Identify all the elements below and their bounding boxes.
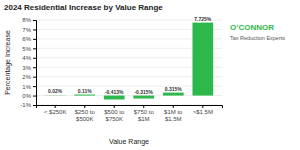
y-axis-title: Percentage Increase	[4, 30, 12, 95]
y-tick: 4%	[22, 55, 36, 61]
y-tick-mark	[33, 77, 36, 78]
bar	[163, 93, 184, 96]
y-tick-label: 1%	[22, 84, 31, 90]
data-label: 0.315%	[165, 86, 183, 92]
data-label: 0.11%	[78, 88, 92, 94]
bar	[104, 96, 125, 100]
y-tick-label: 0%	[22, 93, 31, 99]
y-tick-label: 6%	[22, 36, 31, 42]
y-tick: 3%	[22, 65, 36, 71]
y-tick: 1%	[22, 84, 36, 90]
y-tick-mark	[33, 86, 36, 87]
x-tick-label-line: $500K	[76, 116, 93, 122]
y-tick: 6%	[22, 36, 36, 42]
data-labels: 0.02% 0.11% -0.413% -0.315% 0.315% 7.725%	[48, 16, 212, 95]
x-tick: >$1.5M	[193, 105, 213, 115]
x-tick-label-line: >$1.5M	[193, 109, 213, 115]
x-tick-label: < $250K	[44, 109, 67, 115]
x-axis-line	[37, 106, 223, 109]
x-tick-mark	[114, 105, 115, 108]
y-tick-mark	[33, 58, 36, 59]
x-tick-label-line: $1.5M	[165, 116, 182, 122]
x-tick-label-line: $750K	[106, 116, 123, 122]
y-tick-mark	[33, 105, 36, 106]
bars	[45, 23, 213, 100]
y-axis: -1% 0% 1% 2% 3% 4% 5% 6% 7% 8%	[20, 17, 36, 108]
grid	[36, 20, 222, 105]
x-tick-label: $500 to$750K	[104, 109, 125, 122]
x-tick: $500 to$750K	[104, 105, 125, 122]
x-tick-mark	[143, 105, 144, 108]
y-tick: 7%	[22, 27, 36, 33]
x-tick-mark	[173, 105, 174, 108]
y-tick: 0%	[22, 93, 36, 99]
x-tick-label-line: $750 to	[134, 109, 155, 115]
x-tick-label-line: $250 to	[75, 109, 96, 115]
data-label: -0.413%	[105, 89, 124, 95]
y-tick-mark	[33, 48, 36, 49]
x-tick-label: >$1.5M	[193, 109, 213, 115]
x-tick-label-line: $1M	[138, 116, 150, 122]
y-tick-label: 3%	[22, 65, 31, 71]
x-tick-label-line: $1M to	[164, 109, 183, 115]
annotation: O’CONNOR	[230, 23, 274, 32]
y-tick-mark	[33, 29, 36, 30]
y-tick-label: -1%	[20, 102, 31, 108]
x-tick: $750 to$1M	[134, 105, 155, 122]
title: 2024 Residential Increase by Value Range	[4, 3, 163, 12]
bar	[74, 95, 95, 96]
y-tick: 5%	[22, 46, 36, 52]
y-tick-label: 8%	[22, 17, 31, 23]
bar	[192, 23, 213, 96]
y-tick: 8%	[22, 17, 36, 23]
x-tick-mark	[84, 105, 85, 108]
y-tick-label: 5%	[22, 46, 31, 52]
y-tick: -1%	[20, 102, 36, 108]
x-tick: < $250K	[44, 105, 67, 115]
y-tick-label: 7%	[22, 27, 31, 33]
x-tick: $250 to$500K	[75, 105, 96, 122]
data-label: -0.315%	[134, 89, 153, 95]
y-tick-mark	[33, 67, 36, 68]
x-tick-label: $1M to$1.5M	[164, 109, 183, 122]
y-tick-mark	[33, 20, 36, 21]
x-tick-label: $250 to$500K	[75, 109, 96, 122]
x-tick-mark	[55, 105, 56, 108]
x-axis: < $250K$250 to$500K$500 to$750K$750 to$1…	[37, 105, 223, 122]
x-tick: $1M to$1.5M	[164, 105, 183, 122]
chart: < $250K$250 to$500K$500 to$750K$750 to$1…	[0, 0, 300, 150]
x-tick-mark	[202, 105, 203, 108]
x-axis-title: Value Range	[109, 138, 149, 146]
y-tick-label: 4%	[22, 55, 31, 61]
y-tick-mark	[33, 96, 36, 97]
y-tick: 2%	[22, 74, 36, 80]
y-tick-label: 2%	[22, 74, 31, 80]
data-label: 0.02%	[48, 88, 63, 94]
y-tick-mark	[33, 39, 36, 40]
annotation: Tax Reduction Experts	[230, 35, 285, 41]
plot: < $250K$250 to$500K$500 to$750K$750 to$1…	[20, 16, 222, 122]
bar	[133, 96, 154, 99]
x-tick-label-line: < $250K	[44, 109, 67, 115]
y-axis-line	[33, 21, 37, 106]
bar	[45, 95, 66, 96]
x-tick-label-line: $500 to	[104, 109, 125, 115]
data-label: 7.725%	[194, 16, 212, 22]
x-tick-label: $750 to$1M	[134, 109, 155, 122]
